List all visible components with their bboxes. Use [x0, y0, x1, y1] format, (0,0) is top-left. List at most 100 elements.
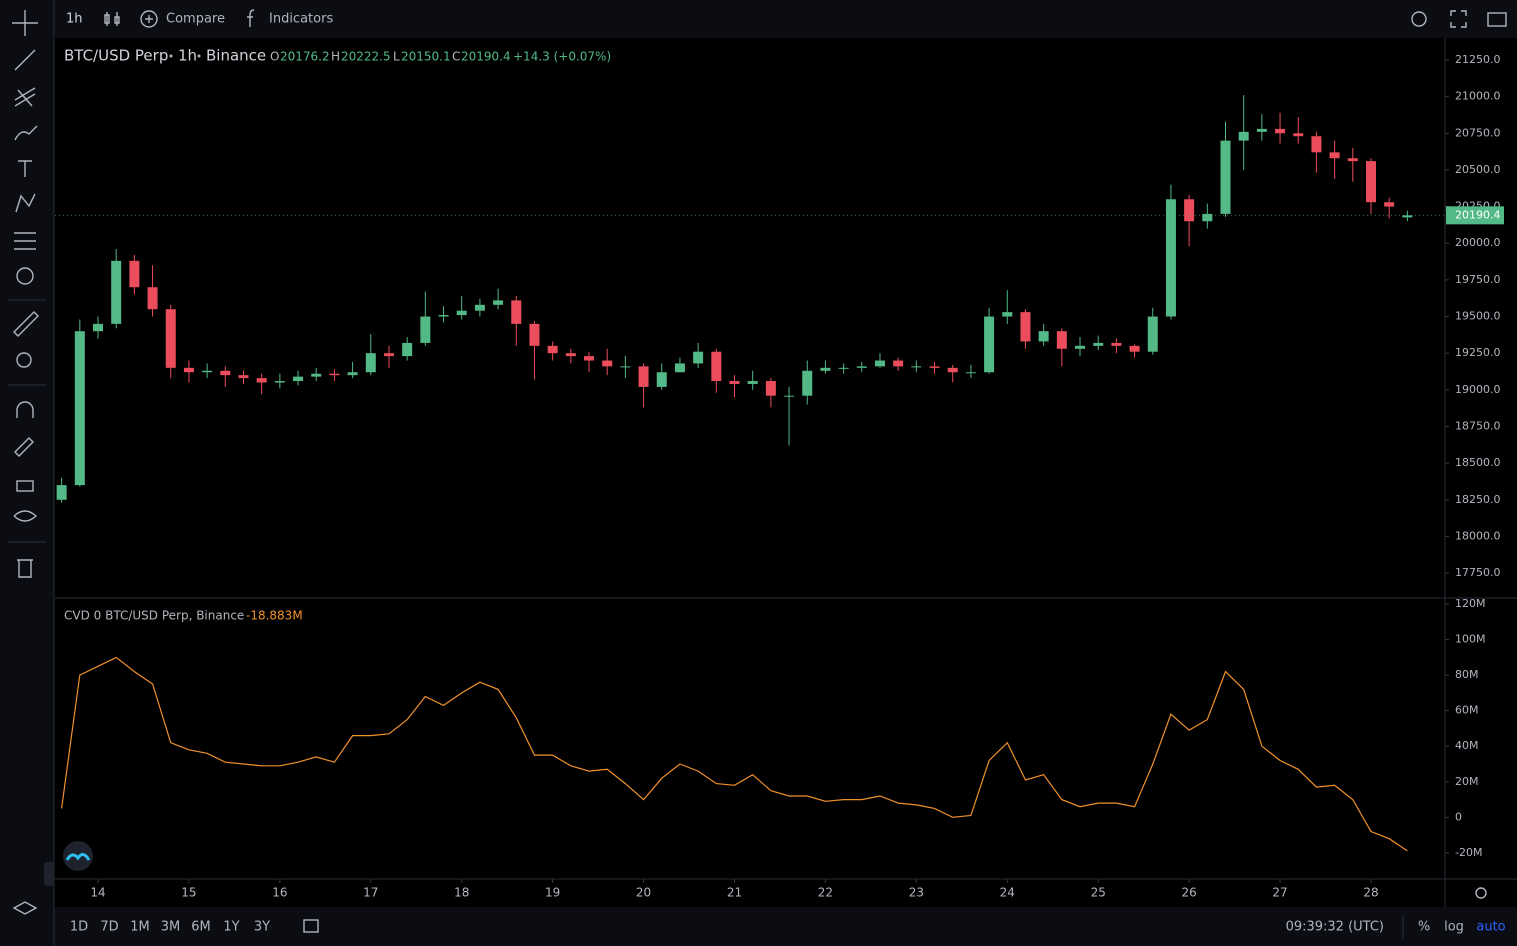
close-label: C	[452, 50, 460, 64]
candle-body	[329, 373, 340, 376]
x-tick-label: 22	[818, 886, 833, 900]
indicators-icon[interactable]	[247, 9, 255, 27]
magnet-icon[interactable]	[16, 401, 34, 418]
y-tick-label: 20500.0	[1455, 163, 1501, 176]
candle-body	[383, 353, 394, 357]
left-toolbar	[0, 0, 54, 946]
y-tick-label: -20M	[1455, 846, 1482, 859]
prediction-icon[interactable]	[14, 232, 36, 250]
log-toggle[interactable]: log	[1444, 920, 1464, 935]
open-value: 20176.2	[280, 50, 330, 64]
eye-icon[interactable]	[13, 510, 38, 522]
candle-body	[1347, 158, 1358, 162]
range-button[interactable]: 7D	[100, 920, 118, 935]
candle-body	[1202, 213, 1213, 222]
range-button[interactable]: 6M	[191, 920, 211, 935]
collapse-handle[interactable]	[44, 862, 54, 886]
y-tick-label: 18500.0	[1455, 456, 1501, 469]
trash-icon[interactable]	[17, 559, 33, 578]
candle-body	[74, 331, 85, 486]
compare-plus	[145, 15, 153, 23]
range-button[interactable]: 3M	[161, 920, 181, 935]
candle-body	[1184, 199, 1195, 222]
x-tick-label: 15	[181, 886, 196, 900]
candle-body	[256, 378, 267, 383]
fullscreen-icon[interactable]	[1450, 10, 1467, 28]
chart-type-icon[interactable]	[104, 12, 120, 26]
y-tick-label: 19750.0	[1455, 273, 1501, 286]
axis-settings-icon[interactable]	[1475, 887, 1487, 899]
indicators-button[interactable]: Indicators	[269, 12, 333, 27]
candle-body	[638, 366, 649, 387]
fib-icon[interactable]	[14, 87, 36, 107]
candle-body	[838, 367, 849, 369]
compare-icon[interactable]	[140, 10, 158, 28]
layers-icon[interactable]	[12, 901, 38, 915]
y-tick-label: 60M	[1455, 704, 1479, 717]
line-icon[interactable]	[14, 49, 36, 71]
candle-body	[529, 323, 540, 346]
candle-body	[984, 316, 995, 373]
candle-body	[1256, 128, 1267, 132]
candle-body	[1384, 202, 1395, 207]
x-tick-label: 18	[454, 886, 469, 900]
emoji-icon[interactable]	[16, 267, 34, 285]
clock: 09:39:32 (UTC)	[1286, 920, 1384, 935]
change: +14.3 (+0.07%)	[513, 50, 611, 64]
percent-toggle[interactable]: %	[1418, 920, 1430, 935]
candle-body	[565, 353, 576, 357]
candle-body	[202, 370, 213, 373]
settings-icon[interactable]	[1411, 11, 1427, 27]
x-tick-label: 23	[909, 886, 924, 900]
interval-button[interactable]: 1h	[66, 12, 83, 27]
range-button[interactable]: 3Y	[254, 920, 270, 935]
range-button[interactable]: 1D	[70, 920, 88, 935]
brush-icon[interactable]	[14, 125, 38, 141]
candle-body	[965, 372, 976, 374]
candle-body	[674, 363, 685, 373]
cvd-line	[61, 656, 1408, 852]
range-button[interactable]: 1M	[130, 920, 150, 935]
compare-button[interactable]: Compare	[166, 12, 225, 27]
crosshair-icon[interactable]	[12, 10, 38, 36]
x-tick-label: 24	[1000, 886, 1015, 900]
open-label: O	[270, 50, 279, 64]
tool-icons[interactable]	[12, 10, 39, 915]
candle-body	[274, 381, 285, 383]
candle-body	[620, 366, 631, 368]
candle-body	[129, 260, 140, 288]
candle-body	[1238, 131, 1249, 141]
candle-body	[929, 366, 940, 368]
candle-body	[1129, 345, 1140, 352]
candle-body	[511, 300, 522, 324]
candle-body	[183, 367, 194, 373]
y-tick-label: 19000.0	[1455, 383, 1501, 396]
candle-body	[493, 300, 504, 305]
low-label: L	[393, 50, 400, 64]
last-price-tag	[1446, 206, 1504, 225]
candle-body	[1002, 312, 1013, 317]
candle-body	[1056, 331, 1067, 349]
lock-icon[interactable]	[16, 480, 34, 492]
date-range-icon[interactable]	[303, 919, 319, 933]
zoom-icon[interactable]	[16, 352, 32, 368]
x-tick-label: 14	[90, 886, 105, 900]
x-tick-label: 20	[636, 886, 651, 900]
x-tick-label: 28	[1363, 886, 1378, 900]
snapshot-icon[interactable]	[1487, 12, 1507, 27]
candle-body	[1220, 140, 1231, 214]
candle-body	[820, 367, 831, 371]
y-tick-label: 18250.0	[1455, 493, 1501, 506]
ruler-icon[interactable]	[13, 311, 39, 337]
text-icon[interactable]	[18, 160, 32, 177]
auto-toggle[interactable]: auto	[1476, 920, 1505, 935]
pattern-icon[interactable]	[15, 193, 36, 213]
candle-body	[947, 367, 958, 373]
candle-body	[474, 304, 485, 311]
candle-body	[1365, 161, 1376, 203]
close-value: 20190.4	[461, 50, 511, 64]
y-tick-label: 20000.0	[1455, 236, 1501, 249]
x-tick-label: 17	[363, 886, 378, 900]
lock-draw-icon[interactable]	[14, 437, 34, 457]
range-button[interactable]: 1Y	[223, 920, 239, 935]
